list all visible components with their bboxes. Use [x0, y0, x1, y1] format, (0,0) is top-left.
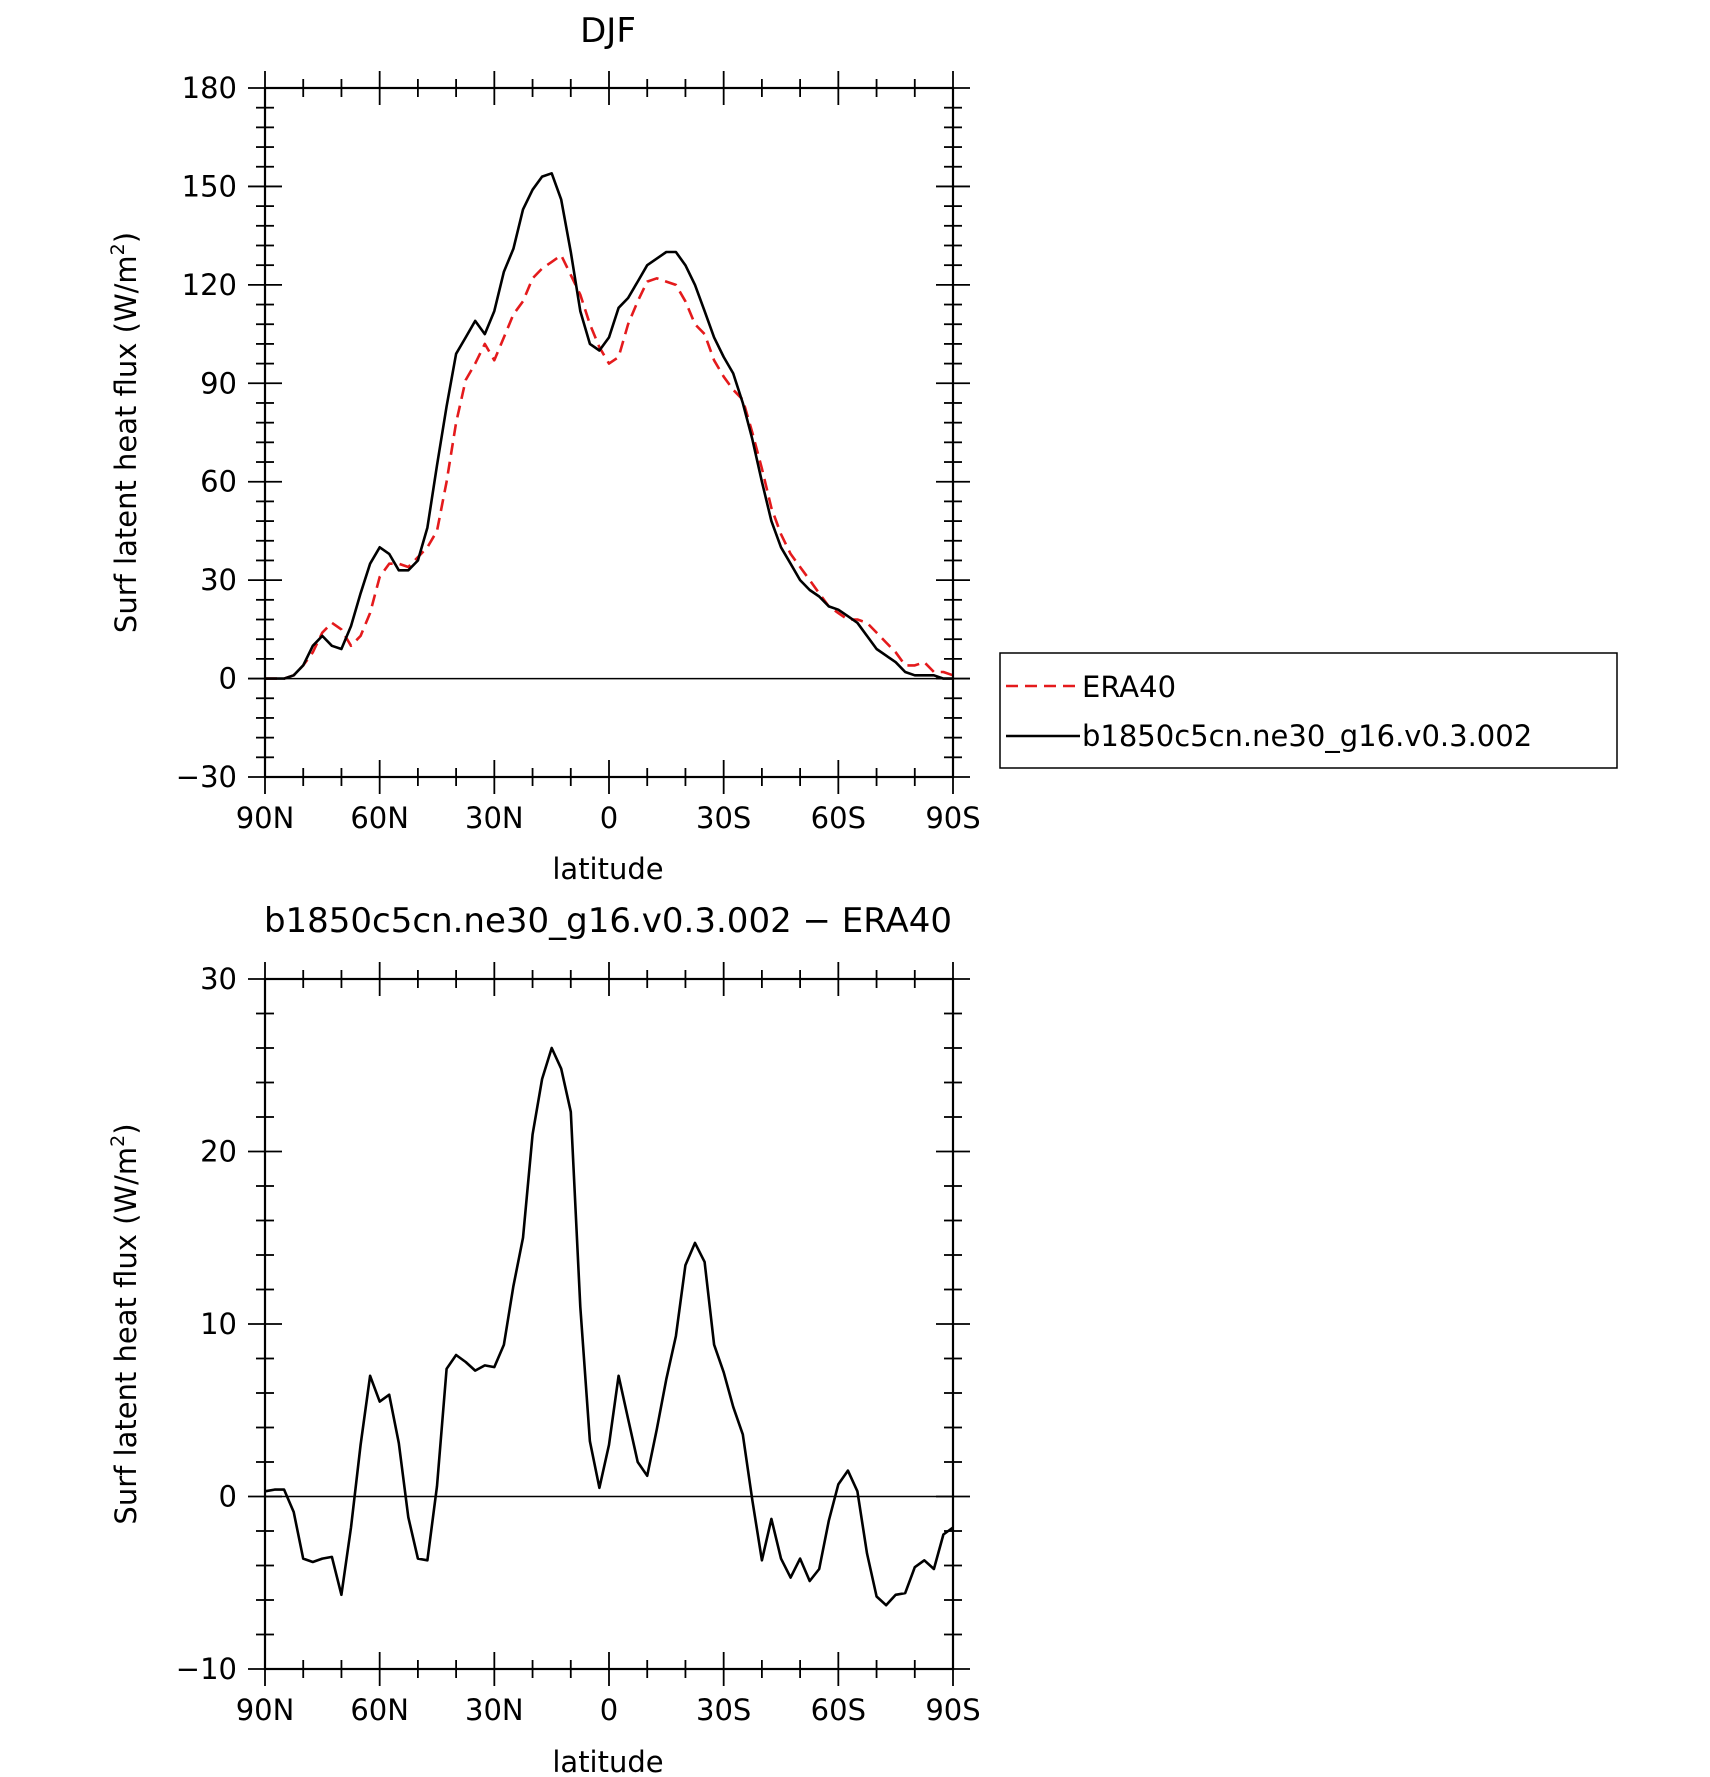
legend-box [999, 652, 1618, 769]
x-tick-label: 60S [811, 801, 866, 835]
y-tick-label: 30 [200, 563, 237, 597]
y-tick-label: 10 [200, 1307, 237, 1341]
y-tick-label: 180 [182, 71, 237, 105]
legend: ERA40 b1850c5cn.ne30_g16.v0.3.002 [999, 652, 1618, 769]
y-axis-label: Surf latent heat flux (W/m2) [107, 1123, 143, 1524]
x-tick-label: 60N [350, 801, 409, 835]
x-tick-label: 30S [696, 801, 751, 835]
y-tick-label: 0 [219, 1480, 237, 1514]
x-tick-label: 60N [350, 1693, 409, 1727]
x-axis-label: latitude [552, 1745, 663, 1777]
x-tick-label: 30S [696, 1693, 751, 1727]
difference-panel: b1850c5cn.ne30_g16.v0.3.002 − ERA40 lati… [107, 901, 981, 1777]
x-tick-label: 90N [236, 801, 295, 835]
plot-area: 90N 60N 30N 0 30S 60S 90S −10 0 10 20 30 Surf latent… [107, 962, 981, 1727]
chart-title: b1850c5cn.ne30_g16.v0.3.002 − ERA40 [264, 901, 952, 941]
plot-area: 90N 60N 30N 0 30S 60S 90S −30 0 30 60 90 120 150 180 Su… [107, 71, 981, 835]
series-line-0 [264, 1046, 954, 1607]
x-tick-label: 90N [236, 1693, 295, 1727]
y-tick-label: 0 [219, 662, 237, 696]
y-tick-label: 30 [200, 962, 237, 996]
y-tick-label: 20 [200, 1135, 237, 1169]
series-line-0 [265, 254, 954, 680]
x-tick-label: 0 [600, 801, 618, 835]
y-tick-label: 150 [182, 169, 237, 203]
y-tick-label: 90 [200, 366, 237, 400]
x-axis-label: latitude [552, 852, 663, 886]
x-tick-label: 30N [465, 801, 524, 835]
x-tick-label: 0 [600, 1693, 618, 1727]
legend-label-era40: ERA40 [1082, 670, 1176, 704]
x-tick-label: 90S [925, 1693, 980, 1727]
y-tick-label: −10 [176, 1652, 237, 1686]
y-tick-label: −30 [176, 760, 237, 794]
x-tick-label: 30N [465, 1693, 524, 1727]
series-line-1 [265, 172, 953, 680]
x-tick-label: 90S [925, 801, 980, 835]
y-axis-label: Surf latent heat flux (W/m2) [107, 232, 143, 633]
chart-title: DJF [580, 11, 636, 51]
legend-label-model: b1850c5cn.ne30_g16.v0.3.002 [1082, 719, 1532, 753]
y-tick-label: 60 [200, 465, 237, 499]
x-tick-label: 60S [811, 1693, 866, 1727]
djf-panel: DJF latitude 90N 60N 30N 0 30S 60S 90S −30 0 30 60… [107, 11, 1618, 886]
y-tick-label: 120 [182, 268, 237, 302]
